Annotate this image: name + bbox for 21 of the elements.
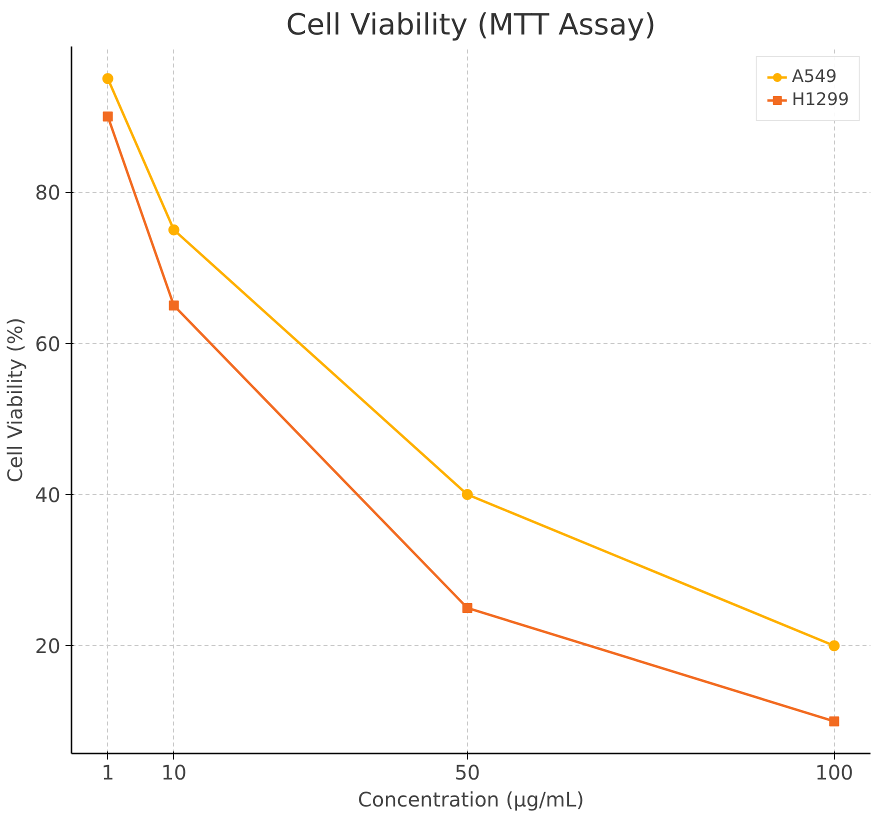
- y-tick-label: 80: [35, 180, 61, 205]
- x-axis-title: Concentration (µg/mL): [358, 788, 584, 812]
- y-axis-title: Cell Viability (%): [3, 318, 28, 482]
- point: [829, 716, 840, 726]
- x-tick-label: 100: [815, 760, 854, 784]
- legend-label: H1299: [792, 90, 849, 110]
- point: [102, 73, 114, 84]
- point: [168, 300, 179, 310]
- point: [462, 602, 472, 613]
- point: [102, 111, 113, 122]
- x-tick-label: 1: [101, 760, 114, 784]
- point: [828, 640, 840, 652]
- legend-label: A549: [792, 67, 837, 87]
- y-tick-label: 20: [35, 634, 61, 658]
- x-tick-label: 50: [454, 760, 480, 784]
- point: [168, 224, 180, 236]
- point: [462, 489, 473, 500]
- y-tick-label: 60: [35, 332, 61, 356]
- y-tick-label: 40: [35, 483, 61, 508]
- chart-title: Cell Viability (MTT Assay): [286, 8, 656, 42]
- x-tick-label: 10: [161, 760, 187, 784]
